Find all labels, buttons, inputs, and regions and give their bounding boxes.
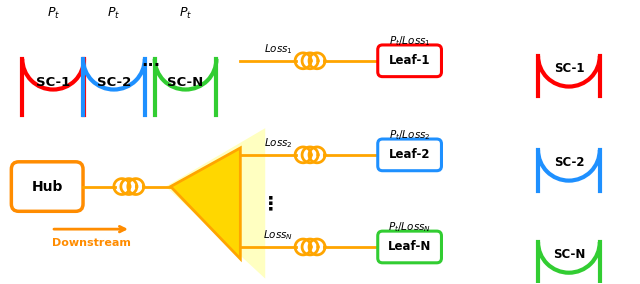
Text: $P_t/Loss_1$: $P_t/Loss_1$	[388, 34, 431, 48]
Text: Leaf-1: Leaf-1	[389, 54, 430, 67]
FancyBboxPatch shape	[378, 45, 442, 77]
Polygon shape	[166, 128, 265, 279]
Text: SC-N: SC-N	[168, 76, 204, 89]
Text: Hub: Hub	[31, 179, 63, 194]
Text: SC-N: SC-N	[553, 248, 585, 261]
Text: Downstream: Downstream	[52, 238, 131, 248]
FancyBboxPatch shape	[12, 162, 83, 211]
Text: $P_t$: $P_t$	[47, 6, 60, 21]
Text: $P_t$: $P_t$	[179, 6, 192, 21]
Text: $P_t$: $P_t$	[108, 6, 120, 21]
Text: SC-2: SC-2	[97, 76, 131, 89]
Text: Leaf-N: Leaf-N	[388, 241, 431, 253]
FancyBboxPatch shape	[378, 231, 442, 263]
Text: Leaf-2: Leaf-2	[389, 148, 430, 161]
Text: $Loss_1$: $Loss_1$	[264, 42, 292, 56]
Text: $Loss_N$: $Loss_N$	[263, 228, 293, 242]
Text: $P_t/Loss_N$: $P_t/Loss_N$	[388, 220, 431, 234]
Polygon shape	[171, 148, 241, 259]
Text: ⋮: ⋮	[260, 195, 280, 214]
Text: $Loss_2$: $Loss_2$	[264, 136, 292, 150]
Text: SC-1: SC-1	[36, 76, 70, 89]
FancyBboxPatch shape	[378, 139, 442, 171]
Text: $P_t/Loss_2$: $P_t/Loss_2$	[388, 128, 431, 142]
Text: SC-2: SC-2	[554, 156, 584, 169]
Text: ...: ...	[141, 52, 160, 70]
Text: SC-1: SC-1	[554, 62, 584, 75]
